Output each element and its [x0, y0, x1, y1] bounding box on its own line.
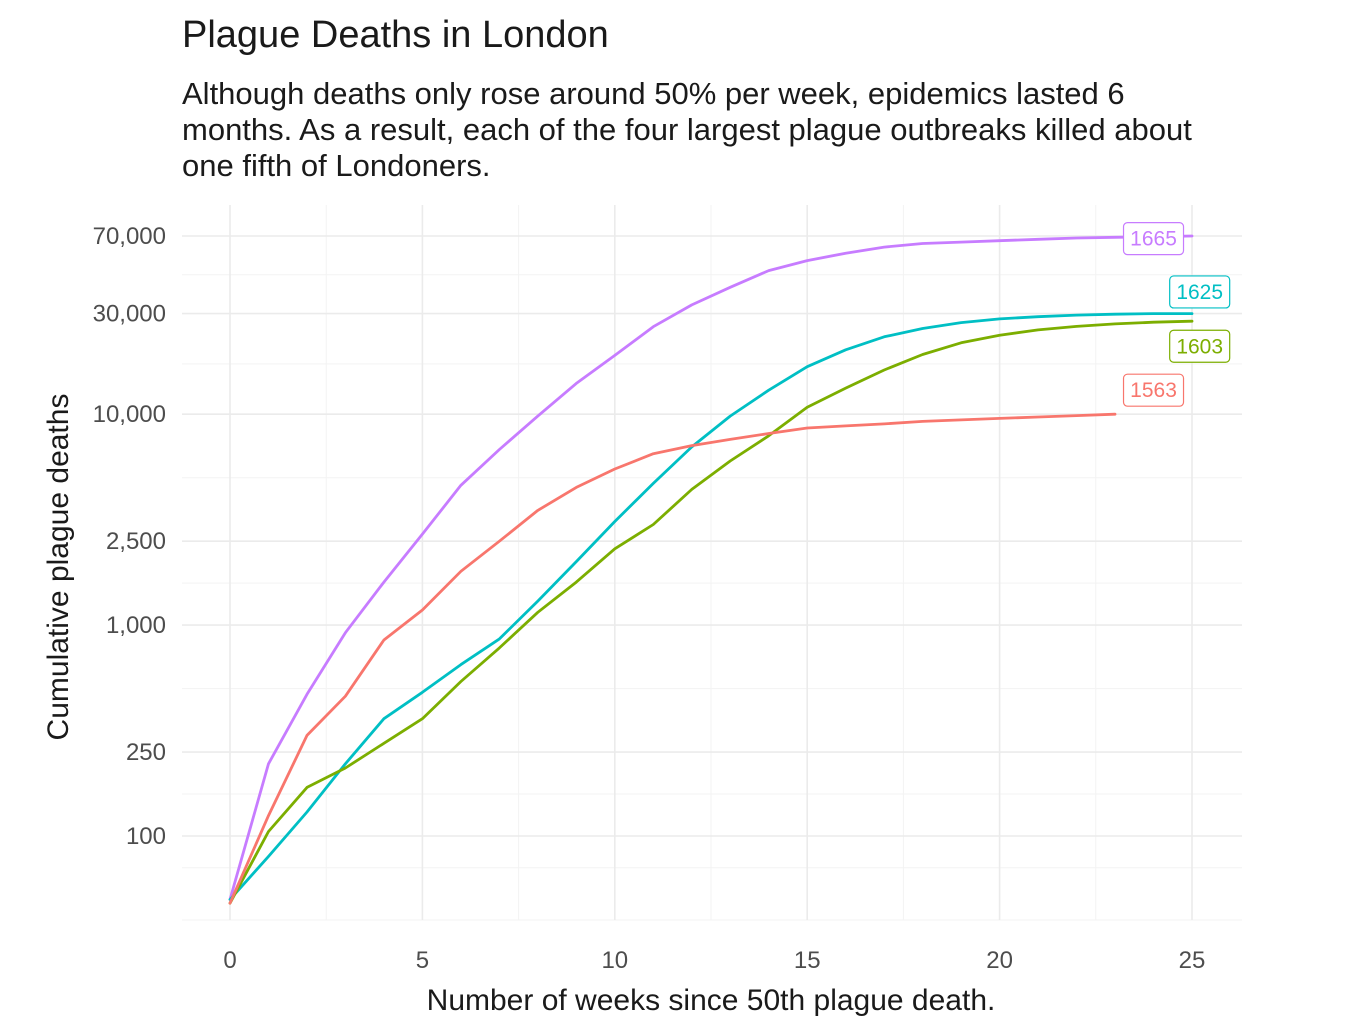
- series-label-1665: 1665: [1122, 222, 1185, 256]
- series-label-text: 1603: [1176, 335, 1223, 358]
- series-label-text: 1625: [1176, 281, 1223, 304]
- y-axis-title: Cumulative plague deaths: [42, 394, 75, 741]
- series-label-1563: 1563: [1122, 373, 1185, 407]
- y-tick-label: 10,000: [93, 401, 166, 428]
- y-tick-label: 1,000: [106, 612, 166, 639]
- series-line-1603: [228, 319, 1194, 905]
- chart-subtitle: Although deaths only rose around 50% per…: [182, 76, 1192, 183]
- series-label-box: [1122, 222, 1185, 256]
- series-lines: [228, 234, 1194, 905]
- y-tick-label: 30,000: [93, 301, 166, 328]
- x-tick-label: 10: [601, 947, 628, 974]
- gridlines: [182, 205, 1242, 921]
- series-labels: 1665 1625 1603 1563: [1122, 222, 1231, 407]
- series-label-1625: 1625: [1169, 275, 1231, 309]
- series-label-1603: 1603: [1169, 329, 1231, 363]
- y-tick-label: 100: [126, 823, 166, 850]
- y-tick-label: 2,500: [106, 528, 166, 555]
- x-axis-title: Number of weeks since 50th plague death.: [427, 984, 996, 1017]
- y-axis-ticks: 100 250 1,000 2,500 10,000 30,000 70,000: [93, 223, 166, 850]
- series-label-box: [1122, 373, 1185, 407]
- series-line-1665: [228, 234, 1194, 901]
- series-label-text: 1563: [1130, 379, 1177, 402]
- series-line-1625: [228, 312, 1194, 901]
- y-tick-label: 250: [126, 739, 166, 766]
- x-tick-label: 25: [1179, 947, 1206, 974]
- x-tick-label: 5: [416, 947, 429, 974]
- x-tick-label: 15: [794, 947, 821, 974]
- series-label-text: 1665: [1130, 228, 1177, 251]
- chart-title: Plague Deaths in London: [182, 14, 609, 56]
- x-tick-label: 0: [223, 947, 236, 974]
- series-label-box: [1169, 329, 1231, 363]
- y-tick-label: 70,000: [93, 223, 166, 250]
- x-axis-ticks: 0 5 10 15 20 25: [223, 947, 1205, 974]
- series-label-box: [1169, 275, 1231, 309]
- x-tick-label: 20: [986, 947, 1013, 974]
- series-line-1563: [228, 412, 1117, 905]
